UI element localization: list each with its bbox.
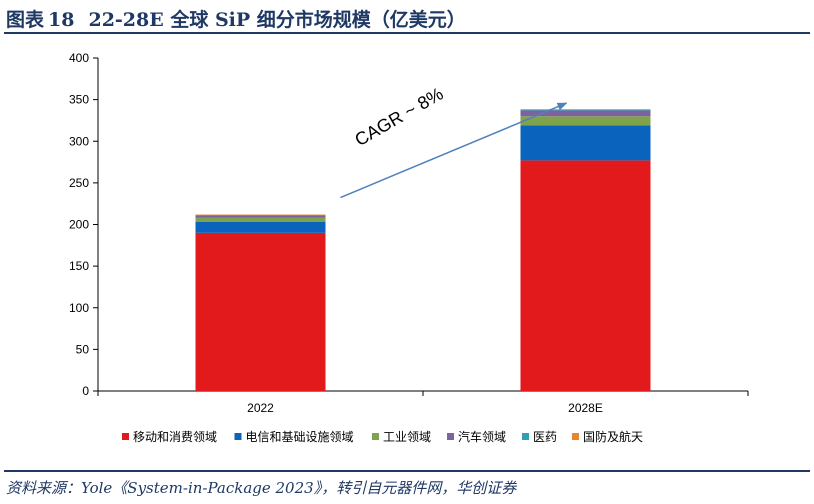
bar-segment (195, 217, 326, 223)
header-rule (4, 32, 810, 34)
bar-segment (520, 109, 651, 110)
x-tick-label: 2028E (568, 401, 603, 415)
legend-swatch (122, 433, 129, 440)
legend-swatch (234, 433, 242, 440)
legend-swatch (572, 433, 579, 440)
bar-segment (520, 125, 651, 161)
x-axis: 2022 2028E (97, 390, 749, 415)
y-tick-label: 250 (69, 176, 89, 190)
x-tick-label: 2022 (247, 401, 274, 415)
bar-segment (520, 116, 651, 126)
legend-label: 汽车领域 (458, 429, 506, 444)
y-tick-label: 150 (69, 259, 89, 273)
figure-number: 18 (48, 9, 75, 31)
stacked-bar-chart: 0 50 100 150 200 250 300 350 400 2022 2028E CAGR … (69, 51, 749, 444)
figure-label: 图表 (6, 9, 45, 31)
y-tick-label: 350 (69, 93, 89, 107)
legend-swatch (522, 433, 529, 440)
footer-rule (4, 470, 810, 472)
bar-segment (195, 222, 326, 233)
y-tick-label: 0 (82, 384, 89, 398)
figure-title: 图表 18 22-28E 全球 SiP 细分市场规模（亿美元） (6, 5, 466, 32)
legend-label: 工业领域 (383, 430, 431, 444)
cagr-arrow (340, 102, 568, 199)
legend: 移动和消费领域 电信和基础设施领域 工业领域 汽车领域 医药 国防及航天 (122, 429, 643, 444)
y-axis: 0 50 100 150 200 250 300 350 400 (69, 51, 99, 398)
y-tick-label: 400 (69, 51, 89, 65)
legend-label: 国防及航天 (583, 429, 643, 444)
legend-label: 医药 (533, 430, 557, 444)
y-tick-label: 100 (69, 301, 89, 315)
legend-swatch (372, 433, 379, 440)
bar-segment (520, 110, 651, 117)
y-tick-label: 300 (69, 134, 89, 148)
bar-segment (520, 160, 651, 391)
y-tick-label: 200 (69, 218, 89, 232)
bar-series (195, 109, 651, 391)
bar-segment (195, 215, 326, 218)
cagr-label: CAGR ~ 8% (351, 84, 446, 151)
y-tick-label: 50 (76, 342, 90, 356)
legend-label: 移动和消费领域 (133, 430, 217, 444)
legend-label: 电信和基础设施领域 (246, 430, 354, 444)
legend-swatch (447, 433, 454, 440)
chart-title: 22-28E 全球 SiP 细分市场规模（亿美元） (88, 9, 466, 31)
figure-header: 图表 18 22-28E 全球 SiP 细分市场规模（亿美元） (0, 0, 814, 34)
bar-segment (195, 232, 326, 391)
bar-segment (520, 109, 651, 111)
source-note: 资料来源：Yole《System-in-Package 2023》，转引自元器件… (6, 479, 517, 497)
